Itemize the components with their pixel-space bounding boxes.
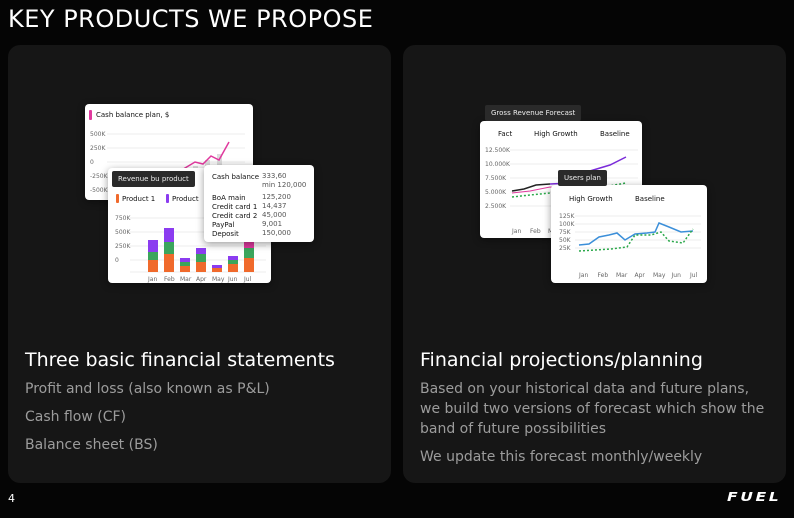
tooltip: Cash balance 333,60 min 120,000 BoA main 125…: [204, 165, 314, 242]
tooltip-value: 45,000: [262, 211, 287, 219]
x-tick-label: Apr: [196, 276, 207, 283]
legend-label: Product 1: [122, 195, 156, 203]
tooltip-label: PayPal: [212, 221, 235, 229]
chart-tag: Gross Revenue Forecast: [485, 105, 582, 121]
column-header: Baseline: [635, 195, 665, 203]
tooltip-value: 333,60: [262, 172, 287, 180]
tooltip-note: min 120,000: [262, 181, 307, 189]
x-tick-label: Jan: [512, 228, 522, 235]
tooltip-label: Deposit: [212, 230, 239, 238]
y-tick-label: 75K: [559, 229, 571, 236]
x-tick-label: Apr: [634, 272, 645, 279]
x-tick-label: Jun: [228, 276, 238, 283]
y-tick-label: 500K: [90, 131, 106, 138]
x-tick-label: Feb: [530, 228, 541, 235]
y-tick-label: -500K: [90, 187, 108, 194]
legend-label: Product: [172, 195, 199, 203]
y-tick-label: -250K: [90, 173, 108, 180]
revenue-plot: [116, 194, 266, 273]
tooltip-value: 9,001: [262, 220, 283, 228]
card-heading: Financial projections/planning: [420, 349, 703, 371]
y-tick-label: 250K: [115, 243, 131, 250]
tooltip-value: 125,200: [262, 193, 291, 201]
x-tick-label: May: [653, 272, 666, 279]
chart-tag: Users plan: [558, 170, 607, 186]
y-tick-label: 7.500K: [485, 175, 507, 182]
card-line: Balance sheet (BS): [25, 437, 158, 453]
y-tick-label: 10.000K: [485, 161, 510, 168]
tooltip-label: Credit card 1: [212, 203, 258, 211]
column-header: Fact: [498, 130, 513, 138]
y-tick-label: 0: [115, 257, 119, 264]
card-line: We update this forecast monthly/weekly: [420, 449, 703, 465]
chart-tag: Revenue bu product: [112, 171, 195, 187]
x-tick-label: Jul: [244, 276, 252, 283]
y-tick-label: 750K: [115, 215, 131, 222]
users-chart: High Growth Baseline 125K 100K 75K 50K 25K Jan F…: [551, 185, 707, 283]
card-line: Cash flow (CF): [25, 409, 127, 425]
slide-title: KEY PRODUCTS WE PROPOSE: [8, 5, 374, 33]
y-tick-label: 25K: [559, 245, 571, 252]
y-tick-label: 50K: [559, 237, 571, 244]
card-line: Profit and loss (also known as P&L): [25, 381, 270, 397]
users-plot: [575, 215, 701, 252]
x-tick-label: Feb: [597, 272, 609, 279]
x-tick-label: M: [548, 228, 553, 235]
x-tick-label: Jan: [148, 276, 158, 283]
card-heading: Three basic financial statements: [25, 349, 335, 371]
x-tick-label: May: [212, 276, 225, 283]
y-tick-label: 12.500K: [485, 147, 510, 154]
y-tick-label: 250K: [90, 145, 106, 152]
x-tick-label: Mar: [616, 272, 628, 279]
page-number: 4: [8, 492, 15, 505]
card-line: Based on your historical data and future…: [420, 381, 765, 437]
y-tick-label: 125K: [559, 213, 575, 220]
x-tick-label: Mar: [180, 276, 192, 283]
y-tick-label: 2.500K: [485, 203, 507, 210]
column-header: High Growth: [569, 195, 613, 203]
x-tick-label: Feb: [164, 276, 175, 283]
chart-title: Cash balance plan, $: [96, 111, 170, 119]
column-header: Baseline: [600, 130, 630, 138]
y-tick-label: 500K: [115, 229, 131, 236]
x-tick-label: Jun: [671, 272, 681, 279]
column-header: High Growth: [534, 130, 578, 138]
x-tick-label: Jan: [579, 272, 589, 279]
tooltip-value: 14,437: [262, 202, 287, 210]
logo: FUEL: [727, 490, 782, 504]
y-tick-label: 100K: [559, 221, 575, 228]
y-tick-label: 0: [90, 159, 94, 166]
tooltip-label: Cash balance: [212, 173, 260, 181]
y-tick-label: 5.000K: [485, 189, 507, 196]
tooltip-label: Credit card 2: [212, 212, 258, 220]
tooltip-value: 150,000: [262, 229, 291, 237]
x-tick-label: Jul: [690, 272, 698, 279]
tooltip-label: BoA main: [212, 194, 246, 202]
